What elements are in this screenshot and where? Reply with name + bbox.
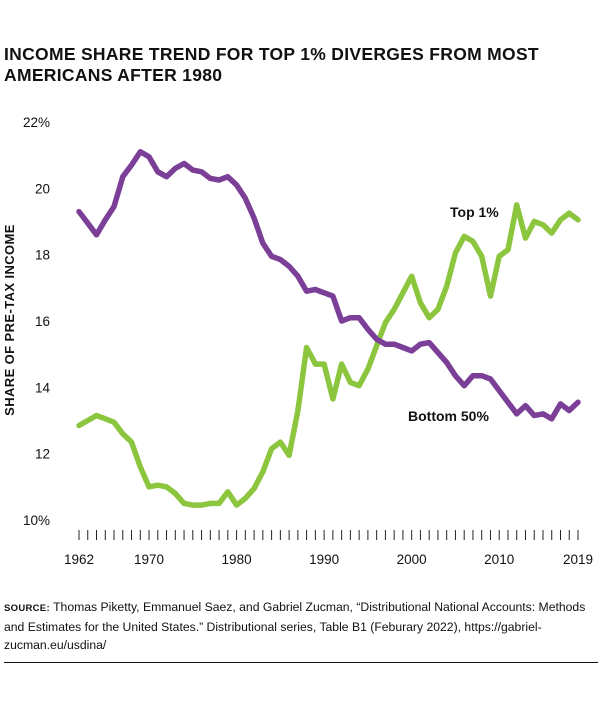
series-label-bottom-50: Bottom 50% <box>408 408 489 424</box>
footer-rule <box>4 662 598 663</box>
x-tick-label: 2019 <box>563 552 593 567</box>
x-tick-label: 2010 <box>484 552 514 567</box>
y-tick-label: 18 <box>35 248 50 263</box>
source-text: Thomas Piketty, Emmanuel Saez, and Gabri… <box>4 600 586 652</box>
x-tick-label: 1980 <box>222 552 252 567</box>
x-tick-label: 1962 <box>64 552 94 567</box>
x-tick-label: 1970 <box>134 552 164 567</box>
chart-title: INCOME SHARE TREND FOR TOP 1% DIVERGES F… <box>4 44 539 85</box>
y-axis-label: SHARE OF PRE-TAX INCOME <box>2 224 17 416</box>
series-lines <box>76 149 581 508</box>
source-note: SOURCE: Thomas Piketty, Emmanuel Saez, a… <box>4 598 596 654</box>
line-chart: 10% 12 14 16 18 20 22% 1962 1970 1980 1990 2000 201… <box>2 115 593 567</box>
y-tick-label: 10% <box>23 513 50 528</box>
y-tick-label: 20 <box>35 181 50 196</box>
y-tick-label: 14 <box>35 380 51 395</box>
y-tick-label: 22% <box>23 115 50 130</box>
y-axis: 10% 12 14 16 18 20 22% <box>23 115 51 528</box>
y-tick-label: 16 <box>35 314 50 329</box>
y-tick-label: 12 <box>35 447 50 462</box>
x-tick-label: 1990 <box>309 552 339 567</box>
x-axis: 1962 1970 1980 1990 2000 2010 2019 <box>64 530 593 567</box>
series-line-bottom-50 <box>76 149 581 422</box>
series-line-top-1 <box>76 202 581 508</box>
source-label: SOURCE: <box>4 603 50 614</box>
x-tick-label: 2000 <box>397 552 427 567</box>
series-label-top-1: Top 1% <box>450 204 499 220</box>
